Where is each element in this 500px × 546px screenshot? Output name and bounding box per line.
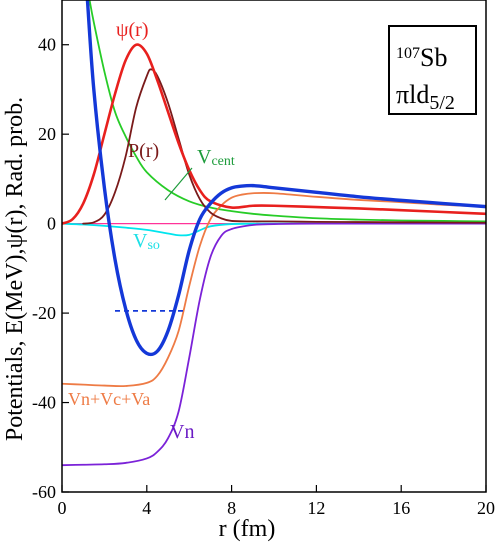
series-line-v-so	[62, 222, 486, 237]
nucleus-symbol: Sb	[420, 43, 447, 72]
series-line-p-r-	[82, 68, 486, 225]
y-tick-label: -20	[32, 303, 56, 323]
prob-label: P(r)	[128, 140, 159, 162]
state-name: πld	[396, 80, 429, 109]
y-tick-label: -40	[32, 393, 56, 413]
series-line-v-cent	[88, 0, 486, 223]
vtotal-label: Vn+Vc+Va	[68, 389, 150, 409]
curve-group	[62, 0, 486, 467]
state-sub: 5/2	[429, 92, 455, 114]
nucleus-label: 107Sb	[396, 43, 447, 72]
x-tick-label: 0	[58, 498, 67, 518]
nucleus-mass: 107	[396, 45, 420, 62]
x-tick-label: 20	[477, 498, 495, 518]
vcent-main: V	[197, 146, 212, 168]
nucleus-box-frame	[388, 25, 477, 115]
plot-frame	[61, 0, 487, 493]
y-tick-label: 40	[38, 35, 56, 55]
vcent-pointer	[164, 167, 193, 201]
x-tick-label: 8	[227, 498, 236, 518]
vso-label: Vso	[133, 230, 160, 253]
vcent-label: Vcent	[197, 146, 235, 169]
vcent-sub: cent	[211, 154, 234, 169]
x-axis-title: r (fm)	[219, 516, 276, 542]
state-label: πld5/2	[396, 80, 455, 114]
y-tick-label: 0	[47, 214, 56, 234]
y-axis-title: Potentials, E(MeV),ψ(r), Rad. prob.	[2, 97, 28, 441]
vso-sub: so	[147, 238, 159, 253]
x-tick-label: 16	[392, 498, 410, 518]
nucleus-state-box: 107Sb πld5/2	[388, 25, 477, 115]
y-tick-label: -60	[32, 482, 56, 502]
vn-label: Vn	[170, 421, 194, 443]
vso-main: V	[133, 230, 148, 252]
x-tick-label: 4	[142, 498, 151, 518]
y-tick-label: 20	[38, 124, 56, 144]
wavefunction-blue-curve	[85, 0, 486, 357]
x-tick-label: 12	[307, 498, 325, 518]
series-line-vn-vc-va	[62, 192, 486, 388]
psi-label: ψ(r)	[116, 19, 149, 41]
series-line-vn	[62, 222, 486, 467]
series-line--r-	[62, 43, 486, 225]
